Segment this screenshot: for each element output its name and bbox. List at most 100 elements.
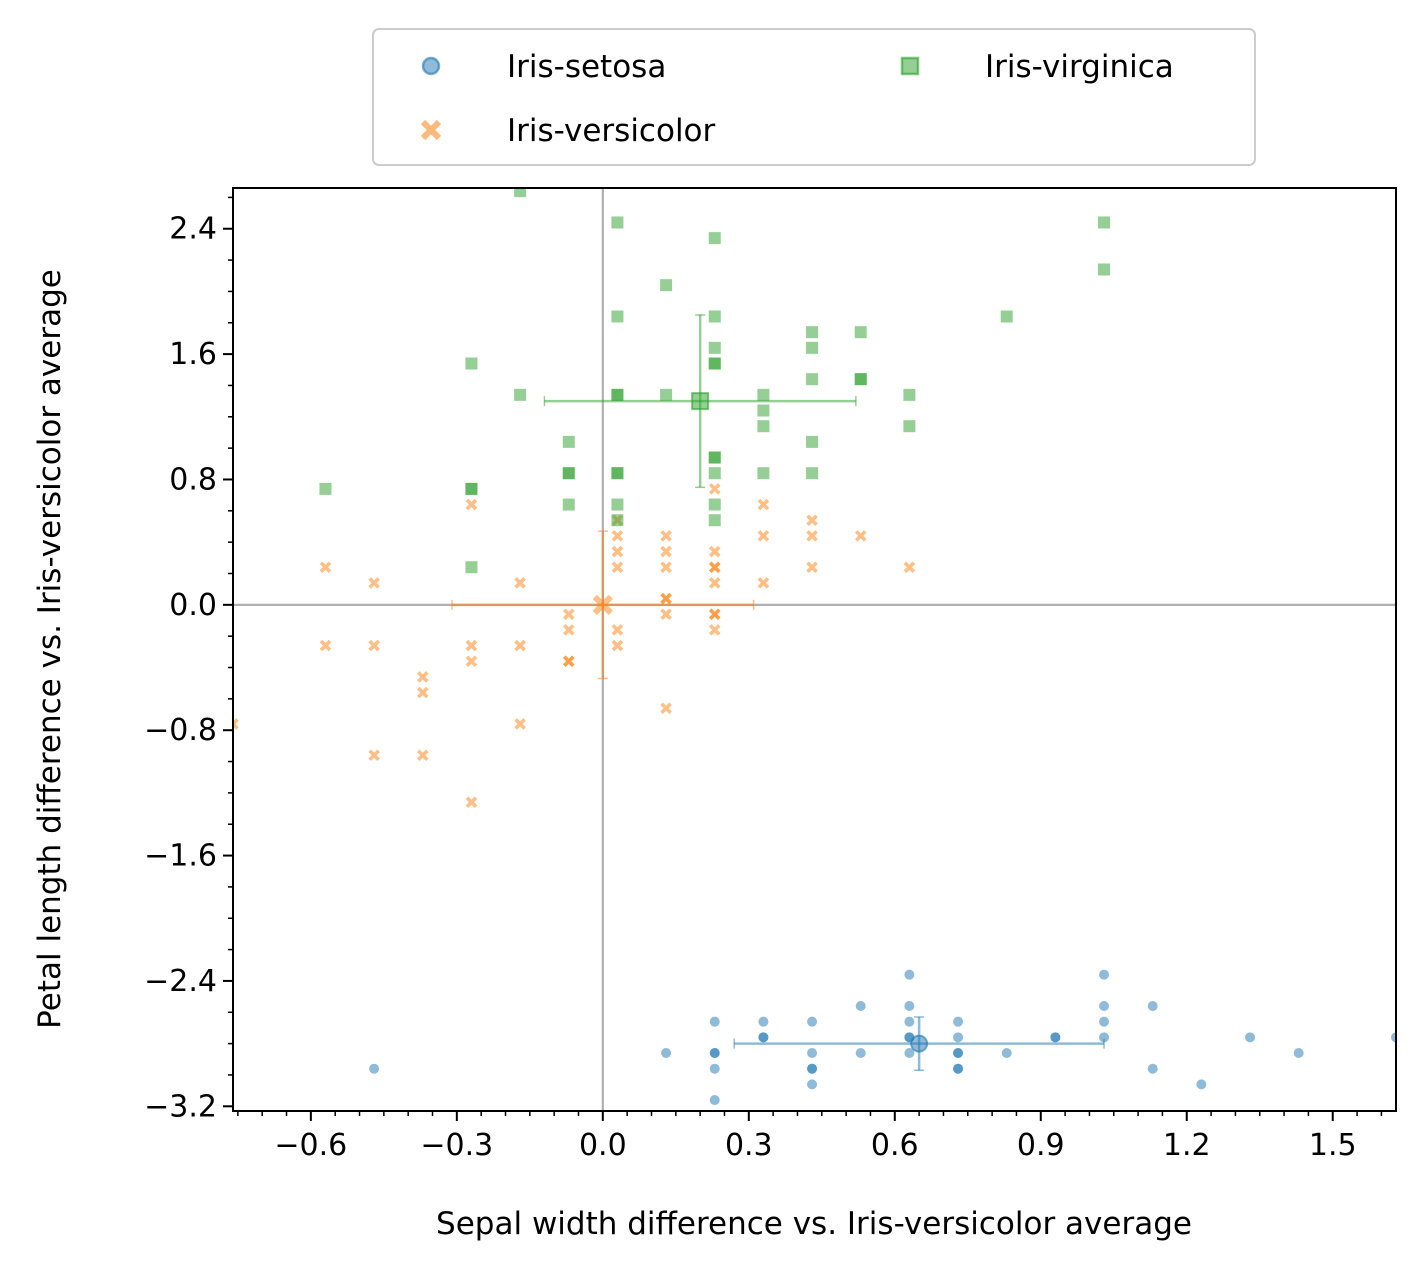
data-point [417, 671, 429, 683]
data-point [611, 545, 624, 558]
data-point [1000, 310, 1013, 323]
data-point [757, 467, 770, 480]
data-point [1099, 1016, 1110, 1027]
mean-marker [691, 392, 710, 411]
data-point [807, 1079, 818, 1090]
data-point [807, 1063, 818, 1074]
data-point [417, 749, 429, 762]
data-point [368, 577, 380, 589]
data-point [1293, 1048, 1304, 1059]
series-iris-virginica [319, 188, 1111, 574]
data-point [953, 1048, 964, 1059]
data-point [661, 1048, 672, 1059]
data-point [465, 357, 478, 370]
data-point [806, 341, 819, 354]
data-point [708, 545, 721, 558]
x-tick-label: −0.6 [274, 1128, 347, 1163]
data-point [660, 561, 672, 574]
legend-marker [900, 56, 920, 76]
data-point [611, 388, 624, 401]
data-point [708, 310, 721, 323]
data-point [757, 388, 770, 401]
data-point [611, 624, 624, 636]
y-axis: −3.2 −2.4 −1.6 −0.8 0.0 0.8 1.6 2.4 [144, 196, 233, 1124]
x-tick-label: 1.2 [1163, 1128, 1211, 1163]
data-point [1245, 1032, 1256, 1043]
legend: Iris-setosa Iris-versicolor Iris-virginica [372, 28, 1256, 166]
x-tick-label: 1.5 [1309, 1128, 1357, 1163]
mean-marker [910, 1034, 929, 1053]
data-point [660, 545, 672, 558]
mean-marker-group [451, 530, 755, 680]
data-point [854, 326, 867, 339]
data-point [806, 561, 818, 574]
data-point [1098, 263, 1111, 276]
data-point [1099, 1001, 1110, 1012]
data-point [660, 530, 672, 542]
data-point [708, 357, 721, 370]
data-point [708, 608, 721, 621]
data-point [806, 467, 819, 480]
data-point [611, 216, 624, 229]
x-tick-label: 0.9 [1017, 1128, 1065, 1163]
y-tick-label: 0.8 [169, 462, 217, 497]
data-point [708, 561, 721, 574]
data-point [709, 1048, 720, 1059]
data-point [562, 467, 575, 480]
data-point [1001, 1048, 1012, 1059]
series-iris-setosa [369, 969, 1396, 1111]
series-iris-versicolor [233, 483, 916, 809]
x-tick-label: 0.3 [725, 1128, 773, 1163]
legend-label: Iris-setosa [507, 49, 666, 85]
data-point [1098, 216, 1111, 229]
data-point [904, 1016, 915, 1027]
y-tick-label: −1.6 [144, 839, 217, 874]
data-point [562, 435, 575, 448]
data-point [953, 1032, 964, 1043]
data-point [660, 702, 672, 715]
y-tick-label: −3.2 [144, 1089, 217, 1124]
mean-marker-group [543, 314, 857, 489]
data-point [1147, 1001, 1158, 1012]
data-point [417, 686, 429, 699]
y-tick-label: −0.8 [144, 713, 217, 748]
data-point [562, 624, 575, 636]
x-tick-label: −0.3 [420, 1128, 493, 1163]
data-point [708, 577, 721, 589]
data-point [1050, 1032, 1061, 1043]
data-point [855, 1048, 866, 1059]
data-point [660, 279, 673, 292]
data-point [757, 530, 770, 542]
x-tick-label: 0.0 [579, 1128, 627, 1163]
y-tick-label: 1.6 [169, 337, 217, 372]
mean-errorbars [451, 314, 1105, 1072]
data-point [758, 1032, 769, 1043]
data-point [1196, 1079, 1207, 1090]
data-point [611, 514, 624, 527]
data-point [465, 498, 478, 511]
data-point [806, 435, 819, 448]
data-point [708, 624, 721, 636]
legend-entry: Iris-versicolor [420, 113, 716, 149]
data-point [611, 467, 624, 480]
legend-marker [421, 56, 441, 76]
data-point [757, 498, 770, 511]
mean-marker-group [733, 1016, 1105, 1072]
data-point [854, 530, 867, 542]
y-tick-label: 2.4 [169, 212, 217, 247]
data-point [806, 530, 818, 542]
data-point [1391, 1032, 1396, 1043]
data-point [611, 561, 624, 574]
data-point [562, 498, 575, 511]
data-point [660, 592, 672, 605]
y-tick-label: −2.4 [144, 964, 217, 999]
data-point [904, 969, 915, 980]
x-tick-label: 0.6 [871, 1128, 919, 1163]
data-point [708, 483, 721, 495]
data-point [855, 1001, 866, 1012]
data-point [708, 451, 721, 464]
data-point [904, 1001, 915, 1012]
data-point [465, 796, 478, 809]
data-point [904, 1048, 915, 1059]
